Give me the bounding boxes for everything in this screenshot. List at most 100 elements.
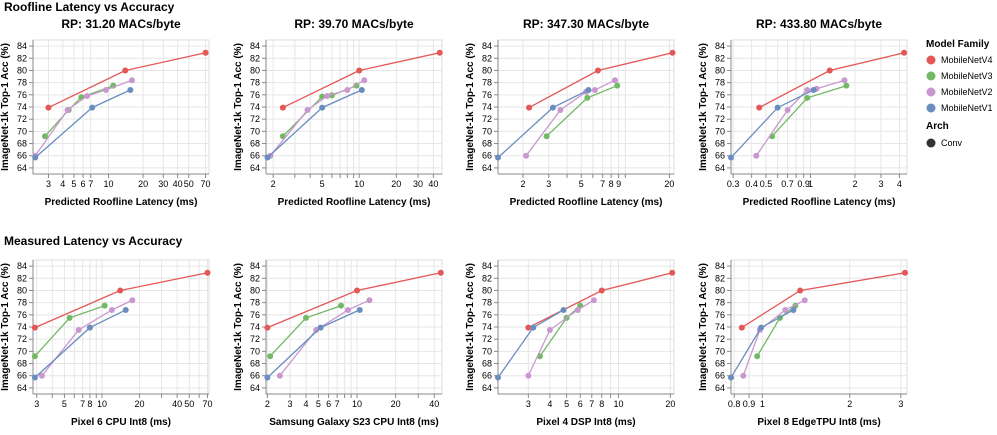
data-point-mobilenetv4 — [756, 104, 763, 111]
data-point-mobilenetv2 — [344, 86, 351, 93]
data-point-mobilenetv4 — [526, 104, 533, 111]
data-point-mobilenetv2 — [753, 152, 760, 159]
y-tick-label: 74 — [17, 322, 27, 332]
x-tick-label: 7 — [589, 399, 594, 409]
x-tick-label: 0.5 — [760, 179, 773, 189]
series-mobilenetv2 — [38, 297, 136, 379]
data-point-mobilenetv4 — [264, 324, 271, 331]
y-tick-label: 80 — [17, 285, 27, 295]
y-tick-label: 76 — [482, 310, 492, 320]
y-tick-label: 68 — [17, 359, 27, 369]
row-title-roofline: Roofline Latency vs Accuracy — [4, 0, 175, 14]
data-point-mobilenetv2 — [313, 327, 320, 334]
x-tick-label: 5 — [71, 179, 76, 189]
x-axis-title: Samsung Galaxy S23 CPU Int8 (ms) — [269, 417, 439, 428]
y-axis-title: ImageNet-1k Top-1 Acc (%) — [0, 263, 11, 391]
data-point-mobilenetv1 — [549, 104, 556, 111]
x-tick-label: 30 — [413, 179, 423, 189]
x-tick-label: 20 — [391, 399, 401, 409]
data-point-mobilenetv4 — [797, 287, 804, 294]
panel-title: RP: 433.80 MACs/byte — [756, 17, 882, 31]
data-point-mobilenetv1 — [127, 86, 134, 93]
legend-item-mobilenetv2: MobileNetV2 — [926, 87, 993, 97]
y-tick-label: 70 — [17, 126, 27, 136]
y-tick-label: 82 — [715, 273, 725, 283]
y-tick-label: 78 — [250, 298, 260, 308]
x-tick-label: 4 — [547, 399, 552, 409]
x-tick-label: 50 — [184, 399, 194, 409]
y-tick-label: 78 — [715, 298, 725, 308]
x-tick-label: 9 — [616, 179, 621, 189]
chart-panel-2: 64 66 68 70 72 74 76 78 80 82 84 2 5 10 20 30 40 RP: 39.7… — [233, 17, 443, 208]
x-tick-label: 20 — [135, 399, 145, 409]
x-tick-label: 10 — [354, 179, 364, 189]
series-line-mobilenetv2 — [41, 299, 133, 377]
x-tick-label: 8 — [87, 399, 92, 409]
y-tick-label: 66 — [715, 151, 725, 161]
y-tick-label: 84 — [250, 41, 260, 51]
data-point-mobilenetv3 — [804, 94, 811, 101]
y-tick-label: 84 — [715, 261, 725, 271]
x-tick-label: 7 — [335, 399, 340, 409]
chart-panel-4: 64 66 68 70 72 74 76 78 80 82 84 0.3 0.4 0.5 0.7 0.91 2 3… — [698, 17, 908, 208]
x-tick-label: 0.8 — [728, 399, 741, 409]
y-tick-label: 68 — [715, 139, 725, 149]
y-tick-label: 72 — [715, 334, 725, 344]
x-axis-title: Pixel 6 CPU Int8 (ms) — [71, 417, 171, 428]
x-tick-label: 10 — [97, 399, 107, 409]
legend-item-conv: Conv — [926, 138, 963, 148]
data-point-mobilenetv4 — [669, 269, 676, 276]
data-point-mobilenetv2 — [804, 86, 811, 93]
y-tick-label: 64 — [17, 163, 27, 173]
data-point-mobilenetv2 — [611, 77, 618, 84]
panel-title: RP: 31.20 MACs/byte — [61, 17, 181, 31]
data-point-mobilenetv4 — [45, 104, 52, 111]
x-tick-label: 10 — [613, 399, 623, 409]
y-tick-label: 78 — [17, 298, 27, 308]
legend-item-mobilenetv3: MobileNetV3 — [926, 71, 993, 81]
series-mobilenetv4 — [525, 269, 676, 331]
y-tick-label: 72 — [17, 114, 27, 124]
x-tick-label: 20 — [665, 399, 675, 409]
data-point-mobilenetv3 — [31, 353, 38, 360]
series-mobilenetv4 — [756, 49, 908, 111]
y-axis-title: ImageNet-1k Top-1 Acc (%) — [0, 43, 11, 171]
y-tick-label: 66 — [482, 371, 492, 381]
series-mobilenetv3 — [769, 82, 850, 140]
x-tick-label: 8 — [609, 179, 614, 189]
y-axis-title: ImageNet-1k Top-1 Acc (%) — [698, 263, 709, 391]
data-point-mobilenetv2 — [38, 372, 45, 379]
x-tick-label: 0.3 — [727, 179, 740, 189]
data-point-mobilenetv3 — [267, 353, 274, 360]
row-title-measured: Measured Latency vs Accuracy — [4, 234, 183, 248]
x-tick-label: 5 — [62, 399, 67, 409]
data-point-mobilenetv2 — [64, 107, 71, 114]
series-line-mobilenetv3 — [44, 85, 114, 137]
y-tick-label: 66 — [250, 151, 260, 161]
data-point-mobilenetv2 — [366, 297, 373, 304]
data-point-mobilenetv1 — [317, 324, 324, 331]
data-point-mobilenetv2 — [784, 107, 791, 114]
y-tick-label: 70 — [482, 126, 492, 136]
y-tick-label: 76 — [715, 310, 725, 320]
data-point-mobilenetv2 — [574, 306, 581, 313]
data-point-mobilenetv1 — [495, 374, 501, 381]
legend-swatch-conv — [926, 138, 936, 148]
data-point-mobilenetv1 — [530, 324, 537, 331]
series-mobilenetv1 — [728, 86, 817, 161]
y-tick-label: 82 — [715, 53, 725, 63]
y-tick-label: 84 — [17, 261, 27, 271]
series-mobilenetv1 — [31, 306, 129, 381]
series-mobilenetv4 — [45, 49, 209, 111]
y-axis-title: ImageNet-1k Top-1 Acc (%) — [465, 43, 476, 171]
data-point-mobilenetv2 — [557, 107, 564, 114]
chart-panel-5: 64 66 68 70 72 74 76 78 80 82 84 3 5 7 8 10 20 40 50 70 Pixe… — [0, 259, 212, 428]
y-tick-label: 78 — [250, 78, 260, 88]
y-tick-label: 74 — [715, 102, 725, 112]
chart-panel-8: 64 66 68 70 72 74 76 78 80 82 84 0.8 0.9 1 2 3 Pixel 8 E… — [698, 259, 908, 428]
x-tick-label: 7 — [80, 399, 85, 409]
y-tick-label: 72 — [482, 114, 492, 124]
x-tick-label: 10 — [104, 179, 114, 189]
x-tick-label: 3 — [546, 179, 551, 189]
